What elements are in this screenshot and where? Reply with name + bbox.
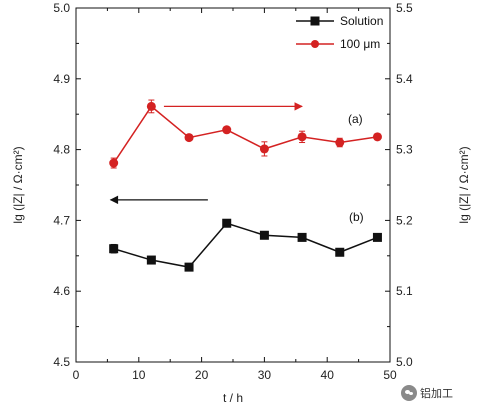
y-right-tick-label: 5.5 (396, 1, 413, 15)
plot-frame (75, 7, 391, 363)
y-left-tick-label: 5.0 (53, 1, 70, 15)
y-right-tick-label: 5.3 (396, 143, 413, 157)
data-point-100um (109, 158, 119, 168)
x-tick-label: 20 (195, 368, 209, 382)
data-point-100um (146, 101, 156, 111)
y-right-tick-label: 5.1 (396, 284, 413, 298)
data-point-solution (259, 230, 269, 240)
y-left-tick-label: 4.5 (53, 355, 70, 369)
annotation-b: (b) (349, 210, 364, 224)
annotation-a: (a) (348, 112, 363, 126)
x-tick-label: 50 (383, 368, 397, 382)
x-tick-label: 10 (132, 368, 146, 382)
data-point-100um (259, 144, 269, 154)
y-left-tick-label: 4.6 (53, 284, 70, 298)
y-right-tick-label: 5.0 (396, 355, 413, 369)
legend-label-100um: 100 μm (340, 37, 380, 51)
y-right-tick-label: 5.2 (396, 213, 413, 227)
y-left-tick-label: 4.9 (53, 72, 70, 86)
data-point-solution (146, 255, 156, 265)
data-point-solution (335, 247, 345, 257)
legend: Solution 100 μm (296, 14, 383, 51)
data-point-100um (335, 138, 345, 148)
x-tick-label: 40 (321, 368, 335, 382)
x-tick-label: 0 (73, 368, 80, 382)
data-point-100um (372, 132, 382, 142)
data-point-solution (109, 244, 119, 254)
data-point-solution (184, 262, 194, 272)
watermark: 铝加工 (401, 385, 453, 401)
data-point-100um (222, 125, 232, 135)
axis-ticks: 0 10 20 30 40 50 4.5 4.6 4.7 4.8 4.9 5.0 5.0 5.1 5.2 5.… (53, 1, 413, 382)
y-axis-left-title: lg (|Z| / Ω·cm²) (11, 146, 25, 223)
legend-marker-solution (310, 16, 320, 26)
y-right-tick-label: 5.4 (396, 72, 413, 86)
x-axis-title: t / h (223, 391, 243, 405)
data-marks (109, 99, 382, 272)
y-axis-right-title: lg (|Z| / Ω·cm²) (457, 146, 471, 223)
data-point-100um (297, 132, 307, 142)
y-left-tick-label: 4.8 (53, 143, 70, 157)
wechat-icon (401, 385, 417, 401)
data-point-solution (222, 218, 232, 228)
y-left-tick-label: 4.7 (53, 213, 70, 227)
series-line-100um (113, 105, 378, 164)
watermark-text: 铝加工 (420, 388, 453, 400)
legend-label-solution: Solution (340, 14, 383, 28)
x-tick-label: 30 (258, 368, 272, 382)
series-line-solution (113, 222, 378, 268)
data-point-100um (184, 133, 194, 143)
data-point-solution (297, 232, 307, 242)
legend-marker-100um (311, 40, 319, 48)
data-point-solution (372, 232, 382, 242)
